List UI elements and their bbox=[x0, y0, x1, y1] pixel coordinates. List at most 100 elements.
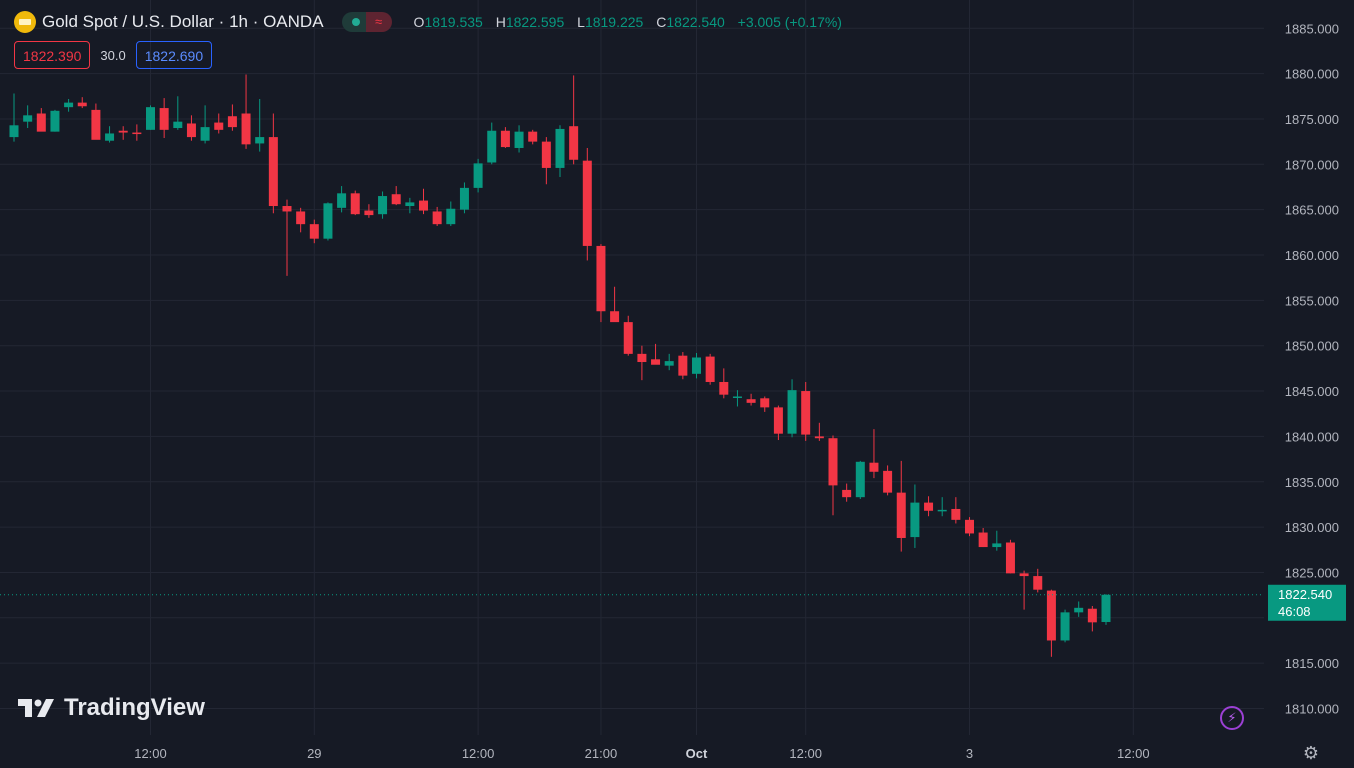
candle-body bbox=[705, 356, 715, 382]
candle bbox=[746, 393, 756, 406]
candle bbox=[910, 484, 920, 548]
candle bbox=[555, 125, 565, 177]
time-axis[interactable]: 12:00 29 12:00 21:00 Oct 12:00 3 12:00 bbox=[134, 746, 1149, 761]
candle-body bbox=[446, 208, 456, 225]
symbol-title[interactable]: Gold Spot / U.S. Dollar · 1h · OANDA bbox=[42, 12, 324, 31]
buy-button[interactable]: 1822.690 bbox=[135, 41, 213, 69]
low-value: 1819.225 bbox=[584, 14, 644, 30]
candle-body bbox=[951, 508, 961, 520]
candle bbox=[91, 103, 101, 140]
time-tick-label: Oct bbox=[686, 746, 708, 761]
price-tick-label: 1885.000 bbox=[1285, 21, 1339, 36]
candle bbox=[978, 528, 988, 548]
candle bbox=[296, 207, 306, 233]
candle-body bbox=[1019, 573, 1029, 577]
candle-body bbox=[760, 398, 770, 408]
candle-body bbox=[323, 203, 333, 239]
candle-body bbox=[1046, 590, 1056, 641]
candle-body bbox=[241, 113, 251, 145]
change-value: +3.005 (+0.17%) bbox=[737, 14, 842, 30]
candle-body bbox=[910, 502, 920, 538]
price-tick-label: 1835.000 bbox=[1285, 475, 1339, 490]
sell-button[interactable]: 1822.390 bbox=[14, 41, 91, 69]
bar-countdown: 46:08 bbox=[1278, 604, 1311, 619]
candle bbox=[50, 109, 60, 132]
candle bbox=[364, 204, 374, 218]
candle-body bbox=[528, 131, 538, 142]
candle-body bbox=[173, 121, 183, 129]
market-status-toggle[interactable]: ≈ bbox=[341, 12, 392, 32]
candle-body bbox=[405, 202, 415, 207]
candle-body bbox=[883, 470, 893, 493]
candle-body bbox=[869, 462, 879, 472]
price-tick-label: 1870.000 bbox=[1285, 157, 1339, 172]
market-open-dot-icon bbox=[341, 12, 366, 32]
candle-body bbox=[842, 489, 852, 498]
candle-body bbox=[1033, 576, 1043, 590]
grid bbox=[0, 0, 1264, 735]
close-value: 1822.540 bbox=[666, 14, 725, 30]
candle bbox=[814, 422, 824, 441]
candle-body bbox=[773, 407, 783, 434]
time-tick-label: 12:00 bbox=[462, 746, 495, 761]
candle-body bbox=[678, 355, 688, 376]
candle bbox=[350, 190, 360, 216]
candle-body bbox=[937, 509, 947, 512]
candle-body bbox=[746, 399, 756, 403]
time-tick-label: 29 bbox=[307, 746, 321, 761]
candle-body bbox=[992, 543, 1002, 548]
tradingview-logo-icon bbox=[18, 699, 54, 717]
wave-icon: ≈ bbox=[365, 12, 392, 32]
candle bbox=[1087, 606, 1097, 632]
candle-body bbox=[146, 107, 155, 130]
candle-body bbox=[77, 102, 87, 107]
candle bbox=[1019, 570, 1029, 610]
candle-body bbox=[364, 210, 374, 216]
candle bbox=[432, 206, 442, 226]
candle-body bbox=[896, 492, 906, 538]
candle bbox=[9, 93, 19, 142]
candle bbox=[637, 345, 647, 381]
price-axis[interactable]: 1885.000 1880.000 1875.000 1870.000 1865.000… bbox=[1285, 21, 1339, 716]
candle bbox=[500, 127, 510, 148]
candle bbox=[132, 124, 142, 141]
candle bbox=[965, 517, 974, 537]
candle bbox=[610, 286, 620, 323]
last-price-label: 1822.540 bbox=[1278, 587, 1332, 602]
candle-body bbox=[487, 130, 497, 163]
candle bbox=[77, 97, 87, 109]
gear-icon[interactable]: ⚙ bbox=[1302, 743, 1320, 763]
candle-body bbox=[91, 109, 101, 140]
candle bbox=[896, 460, 906, 552]
candle bbox=[569, 75, 579, 165]
time-tick-label: 12:00 bbox=[1117, 746, 1150, 761]
candle bbox=[705, 353, 715, 385]
gold-symbol-icon[interactable] bbox=[14, 11, 36, 33]
candle-body bbox=[500, 130, 510, 148]
price-tick-label: 1840.000 bbox=[1285, 429, 1339, 444]
candle bbox=[118, 126, 128, 140]
candle-body bbox=[555, 128, 565, 168]
price-tick-label: 1880.000 bbox=[1285, 67, 1339, 82]
candle bbox=[459, 182, 469, 214]
candle-body bbox=[692, 357, 701, 374]
candle bbox=[405, 197, 415, 214]
candle bbox=[514, 125, 524, 153]
candle bbox=[255, 98, 265, 152]
candle-body bbox=[255, 137, 265, 144]
tradingview-logo[interactable]: TradingView bbox=[18, 694, 205, 722]
candle-body bbox=[1060, 612, 1070, 641]
time-tick-label: 3 bbox=[966, 746, 973, 761]
candle bbox=[828, 435, 838, 516]
candle-body bbox=[419, 200, 428, 211]
last-price-tag: 1822.540 46:08 bbox=[1268, 584, 1346, 621]
candle-body bbox=[965, 519, 974, 534]
candle bbox=[842, 483, 852, 502]
candle-body bbox=[432, 211, 442, 225]
candle-body bbox=[1101, 594, 1111, 623]
candle-body bbox=[855, 461, 865, 498]
candle bbox=[214, 113, 224, 134]
logo-text: TradingView bbox=[64, 694, 205, 721]
lightning-icon[interactable]: ⚡ bbox=[1220, 706, 1244, 730]
